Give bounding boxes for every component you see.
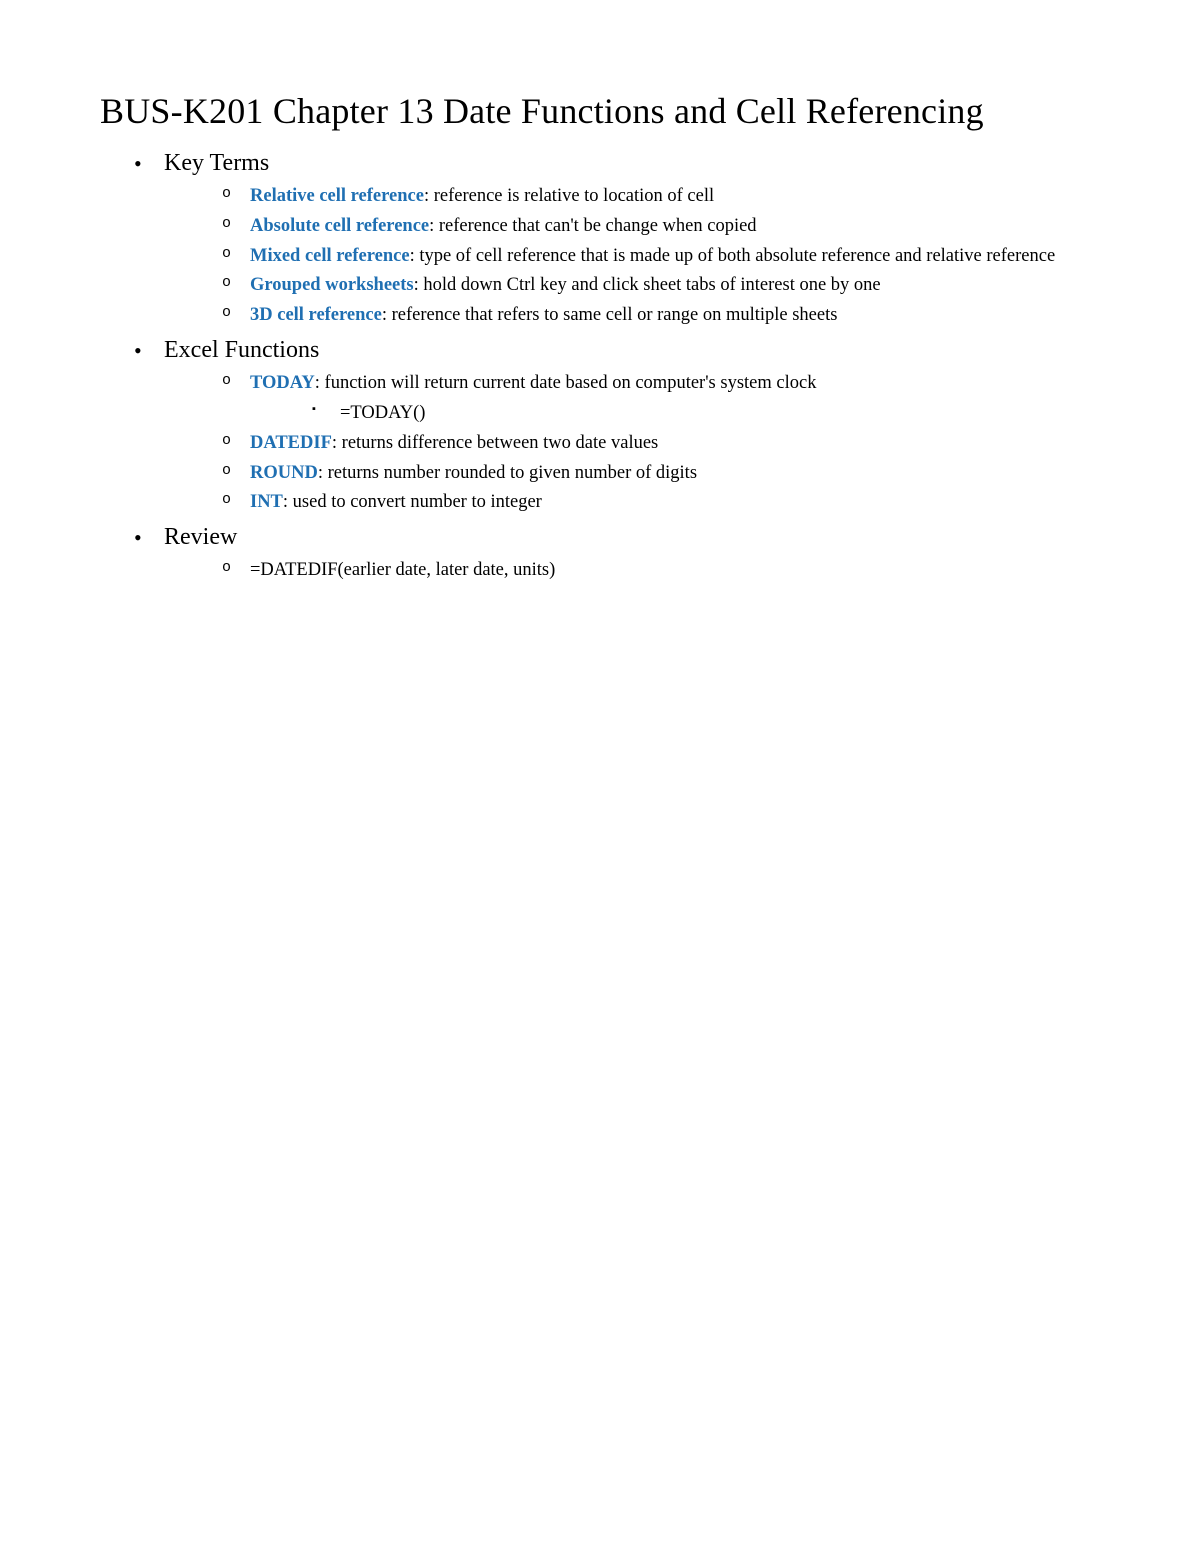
term-grouped: Grouped worksheets: hold down Ctrl key a…: [222, 272, 1100, 299]
term-name: Relative cell reference: [250, 186, 424, 206]
term-name: INT: [250, 492, 283, 512]
today-example: =TODAY(): [312, 400, 1100, 427]
section-label: Excel Functions: [164, 337, 319, 363]
term-name: 3D cell reference: [250, 305, 382, 325]
term-name: DATEDIF: [250, 433, 332, 453]
section-review: Review =DATEDIF(earlier date, later date…: [160, 524, 1100, 584]
term-name: TODAY: [250, 373, 315, 393]
review-datedif-syntax: =DATEDIF(earlier date, later date, units…: [222, 557, 1100, 584]
document-page: BUS-K201 Chapter 13 Date Functions and C…: [0, 0, 1200, 584]
term-relative: Relative cell reference: reference is re…: [222, 183, 1100, 210]
term-def: : type of cell reference that is made up…: [410, 246, 1056, 266]
term-def: : reference that can't be change when co…: [429, 216, 756, 236]
term-name: ROUND: [250, 463, 318, 483]
term-absolute: Absolute cell reference: reference that …: [222, 213, 1100, 240]
page-title: BUS-K201 Chapter 13 Date Functions and C…: [100, 90, 1100, 132]
term-def: : reference that refers to same cell or …: [382, 305, 838, 325]
term-def: : function will return current date base…: [315, 373, 817, 393]
term-name: Absolute cell reference: [250, 216, 429, 236]
section-excel-functions: Excel Functions TODAY: function will ret…: [160, 337, 1100, 516]
excel-functions-list: TODAY: function will return current date…: [160, 370, 1100, 516]
term-def: : reference is relative to location of c…: [424, 186, 714, 206]
term-mixed: Mixed cell reference: type of cell refer…: [222, 243, 1100, 270]
term-def: : used to convert number to integer: [283, 492, 542, 512]
section-key-terms: Key Terms Relative cell reference: refer…: [160, 150, 1100, 329]
term-name: Grouped worksheets: [250, 275, 414, 295]
func-datedif: DATEDIF: returns difference between two …: [222, 430, 1100, 457]
section-label: Review: [164, 524, 237, 550]
term-name: Mixed cell reference: [250, 246, 410, 266]
key-terms-list: Relative cell reference: reference is re…: [160, 183, 1100, 329]
today-example-list: =TODAY(): [250, 400, 1100, 427]
term-3d: 3D cell reference: reference that refers…: [222, 302, 1100, 329]
func-int: INT: used to convert number to integer: [222, 489, 1100, 516]
outline-root: Key Terms Relative cell reference: refer…: [100, 150, 1100, 584]
term-def: : returns number rounded to given number…: [318, 463, 697, 483]
review-list: =DATEDIF(earlier date, later date, units…: [160, 557, 1100, 584]
section-label: Key Terms: [164, 150, 269, 176]
func-round: ROUND: returns number rounded to given n…: [222, 460, 1100, 487]
term-def: : returns difference between two date va…: [332, 433, 658, 453]
func-today: TODAY: function will return current date…: [222, 370, 1100, 427]
term-def: : hold down Ctrl key and click sheet tab…: [414, 275, 881, 295]
